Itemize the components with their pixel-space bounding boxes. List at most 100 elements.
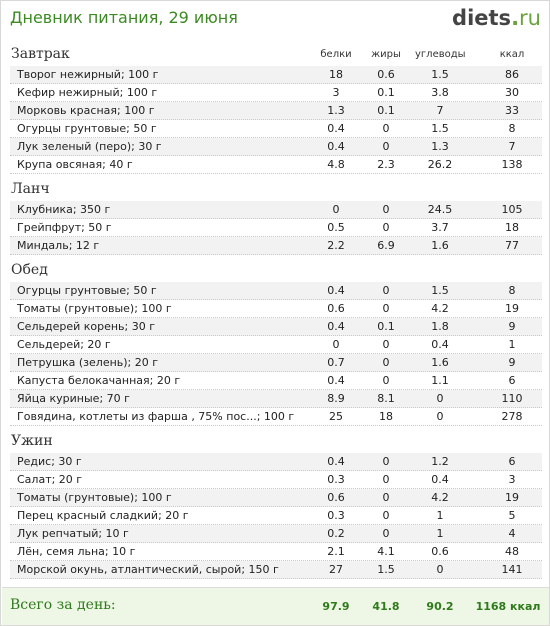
cell-carbs: 7 xyxy=(436,104,444,117)
food-name: Капуста белокачанная; 20 г xyxy=(17,374,181,387)
cell-fat: 0 xyxy=(382,302,390,315)
food-name: Томаты (грунтовые); 100 г xyxy=(17,302,172,315)
total-label: Всего за день: xyxy=(10,597,116,613)
cell-carbs: 0.6 xyxy=(431,545,449,558)
food-row[interactable]: Морской окунь, атлантический, сырой; 150… xyxy=(10,561,542,579)
cell-fat: 2.3 xyxy=(377,158,395,171)
food-name: Клубника; 350 г xyxy=(17,203,111,216)
section-header: Ужин xyxy=(10,432,542,453)
cell-carbs: 4.2 xyxy=(431,302,449,315)
cell-carbs: 3.8 xyxy=(431,86,449,99)
cell-kcal: 9 xyxy=(508,320,516,333)
section-header: Завтрак белки жиры углеводы ккал xyxy=(10,45,542,66)
cell-carbs: 3.7 xyxy=(431,221,449,234)
cell-kcal: 4 xyxy=(508,527,516,540)
cell-carbs: 1.5 xyxy=(431,122,449,135)
cell-protein: 0.4 xyxy=(327,284,345,297)
food-name: Лук зеленый (перо); 30 г xyxy=(17,140,162,153)
food-row[interactable]: Клубника; 350 г 0 0 24.5 105 xyxy=(10,201,542,219)
cell-fat: 0 xyxy=(382,374,390,387)
cell-kcal: 138 xyxy=(501,158,523,171)
cell-carbs: 1.5 xyxy=(431,284,449,297)
cell-protein: 0.4 xyxy=(327,122,345,135)
food-row[interactable]: Петрушка (зелень); 20 г 0.7 0 1.6 9 xyxy=(10,354,542,372)
cell-carbs: 0 xyxy=(436,392,444,405)
food-name: Творог нежирный; 100 г xyxy=(17,68,159,81)
column-header-fat: жиры xyxy=(371,49,401,60)
section-title: Завтрак xyxy=(11,46,70,62)
total-kcal: 1168 ккал xyxy=(475,600,541,613)
cell-protein: 0.4 xyxy=(327,374,345,387)
section-header: Обед xyxy=(10,261,542,282)
cell-carbs: 26.2 xyxy=(427,158,453,171)
food-row[interactable]: Редис; 30 г 0.4 0 1.2 6 xyxy=(10,453,542,471)
food-name: Говядина, котлеты из фарша , 75% пос...;… xyxy=(17,410,295,423)
food-row[interactable]: Яйца куриные; 70 г 8.9 8.1 0 110 xyxy=(10,390,542,408)
section-title: Ужин xyxy=(11,433,53,449)
cell-carbs: 0 xyxy=(436,410,444,423)
logo-dot: . xyxy=(511,6,520,30)
food-row[interactable]: Кефир нежирный; 100 г 3 0.1 3.8 30 xyxy=(10,84,542,102)
cell-fat: 0 xyxy=(382,455,390,468)
food-name: Миндаль; 12 г xyxy=(17,239,100,252)
cell-carbs: 1.1 xyxy=(431,374,449,387)
food-row[interactable]: Говядина, котлеты из фарша , 75% пос...;… xyxy=(10,408,542,426)
food-row[interactable]: Томаты (грунтовые); 100 г 0.6 0 4.2 19 xyxy=(10,300,542,318)
cell-fat: 0.1 xyxy=(377,104,395,117)
cell-fat: 0 xyxy=(382,473,390,486)
food-row[interactable]: Грейпфрут; 50 г 0.5 0 3.7 18 xyxy=(10,219,542,237)
food-row[interactable]: Перец красный сладкий; 20 г 0.3 0 1 5 xyxy=(10,507,542,525)
food-row[interactable]: Крупа овсяная; 40 г 4.8 2.3 26.2 138 xyxy=(10,156,542,174)
cell-protein: 0.4 xyxy=(327,455,345,468)
cell-fat: 4.1 xyxy=(377,545,395,558)
food-row[interactable]: Сельдерей; 20 г 0 0 0.4 1 xyxy=(10,336,542,354)
food-name: Морской окунь, атлантический, сырой; 150… xyxy=(17,563,279,576)
cell-kcal: 7 xyxy=(508,140,516,153)
food-row[interactable]: Лук репчатый; 10 г 0.2 0 1 4 xyxy=(10,525,542,543)
food-name: Сельдерей; 20 г xyxy=(17,338,111,351)
food-row[interactable]: Салат; 20 г 0.3 0 0.4 3 xyxy=(10,471,542,489)
cell-kcal: 77 xyxy=(505,239,519,252)
site-logo[interactable]: diets.ru xyxy=(452,6,541,30)
diary-table: Завтрак белки жиры углеводы ккал Творог нежир… xyxy=(10,45,542,579)
cell-kcal: 33 xyxy=(505,104,519,117)
food-row[interactable]: Огурцы грунтовые; 50 г 0.4 0 1.5 8 xyxy=(10,120,542,138)
food-name: Лук репчатый; 10 г xyxy=(17,527,129,540)
food-name: Огурцы грунтовые; 50 г xyxy=(17,284,157,297)
cell-kcal: 86 xyxy=(505,68,519,81)
cell-kcal: 3 xyxy=(508,473,516,486)
cell-fat: 0 xyxy=(382,140,390,153)
food-row[interactable]: Томаты (грунтовые); 100 г 0.6 0 4.2 19 xyxy=(10,489,542,507)
food-row[interactable]: Сельдерей корень; 30 г 0.4 0.1 1.8 9 xyxy=(10,318,542,336)
column-header-carbs: углеводы xyxy=(415,49,466,60)
cell-fat: 0 xyxy=(382,491,390,504)
food-name: Крупа овсяная; 40 г xyxy=(17,158,133,171)
cell-fat: 0 xyxy=(382,122,390,135)
cell-fat: 6.9 xyxy=(377,239,395,252)
food-row[interactable]: Творог нежирный; 100 г 18 0.6 1.5 86 xyxy=(10,66,542,84)
food-name: Грейпфрут; 50 г xyxy=(17,221,112,234)
cell-protein: 0.3 xyxy=(327,473,345,486)
food-row[interactable]: Лук зеленый (перо); 30 г 0.4 0 1.3 7 xyxy=(10,138,542,156)
daily-total: Всего за день: 97.9 41.8 90.2 1168 ккал xyxy=(2,587,549,625)
food-name: Томаты (грунтовые); 100 г xyxy=(17,491,172,504)
cell-kcal: 18 xyxy=(505,221,519,234)
total-fat: 41.8 xyxy=(372,600,400,613)
food-name: Морковь красная; 100 г xyxy=(17,104,155,117)
food-row[interactable]: Капуста белокачанная; 20 г 0.4 0 1.1 6 xyxy=(10,372,542,390)
cell-carbs: 1.3 xyxy=(431,140,449,153)
cell-protein: 0.6 xyxy=(327,302,345,315)
food-row[interactable]: Огурцы грунтовые; 50 г 0.4 0 1.5 8 xyxy=(10,282,542,300)
cell-fat: 0 xyxy=(382,284,390,297)
cell-carbs: 1 xyxy=(436,509,444,522)
cell-kcal: 30 xyxy=(505,86,519,99)
cell-fat: 0.1 xyxy=(377,320,395,333)
food-row[interactable]: Лён, семя льна; 10 г 2.1 4.1 0.6 48 xyxy=(10,543,542,561)
cell-protein: 0.3 xyxy=(327,509,345,522)
food-row[interactable]: Миндаль; 12 г 2.2 6.9 1.6 77 xyxy=(10,237,542,255)
cell-protein: 0.5 xyxy=(327,221,345,234)
food-row[interactable]: Морковь красная; 100 г 1.3 0.1 7 33 xyxy=(10,102,542,120)
cell-kcal: 48 xyxy=(505,545,519,558)
cell-kcal: 5 xyxy=(508,509,516,522)
cell-kcal: 105 xyxy=(501,203,523,216)
